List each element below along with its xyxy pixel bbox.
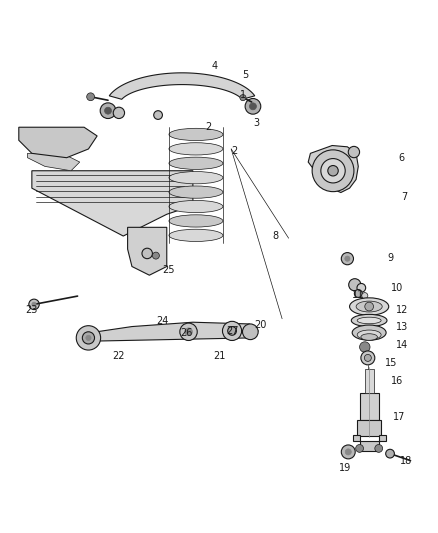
Polygon shape: [360, 393, 379, 419]
Circle shape: [312, 150, 354, 192]
Polygon shape: [357, 419, 381, 436]
Polygon shape: [82, 322, 258, 341]
Polygon shape: [19, 127, 97, 158]
Circle shape: [365, 302, 374, 311]
Ellipse shape: [169, 172, 223, 184]
Text: 2: 2: [231, 146, 237, 156]
Text: 15: 15: [385, 358, 397, 368]
Polygon shape: [365, 369, 374, 393]
Text: 11: 11: [352, 290, 364, 300]
Text: 21: 21: [213, 351, 225, 361]
Polygon shape: [109, 73, 255, 99]
Circle shape: [76, 326, 101, 350]
Ellipse shape: [169, 128, 223, 141]
Circle shape: [245, 99, 261, 114]
Circle shape: [321, 158, 345, 183]
Ellipse shape: [350, 298, 389, 315]
Text: 23: 23: [25, 305, 37, 315]
Text: 25: 25: [162, 265, 175, 275]
Ellipse shape: [169, 157, 223, 169]
Text: 9: 9: [388, 253, 394, 263]
Ellipse shape: [352, 325, 386, 340]
Polygon shape: [28, 154, 80, 171]
Text: 6: 6: [399, 152, 405, 163]
Text: 18: 18: [400, 456, 412, 466]
Circle shape: [349, 279, 361, 291]
Circle shape: [228, 327, 237, 335]
Text: 19: 19: [339, 463, 351, 473]
Circle shape: [243, 324, 258, 340]
Polygon shape: [353, 435, 386, 451]
Circle shape: [356, 445, 364, 453]
Circle shape: [360, 342, 370, 352]
Circle shape: [354, 289, 362, 297]
Ellipse shape: [169, 215, 223, 227]
Text: 4: 4: [212, 61, 218, 71]
Text: 2: 2: [205, 122, 211, 132]
Circle shape: [105, 107, 112, 114]
Circle shape: [386, 449, 394, 458]
Text: 17: 17: [393, 411, 406, 422]
Circle shape: [341, 253, 353, 265]
Circle shape: [345, 256, 350, 261]
Text: 16: 16: [391, 376, 403, 385]
Circle shape: [32, 302, 36, 306]
Circle shape: [87, 93, 95, 101]
Circle shape: [223, 321, 242, 341]
Polygon shape: [308, 146, 358, 192]
Text: 8: 8: [272, 231, 279, 241]
Circle shape: [328, 166, 338, 176]
Text: 5: 5: [242, 70, 248, 80]
Polygon shape: [32, 171, 193, 236]
Ellipse shape: [169, 143, 223, 155]
Text: 13: 13: [396, 322, 408, 333]
Circle shape: [113, 107, 124, 118]
Circle shape: [375, 445, 383, 453]
Text: 24: 24: [156, 316, 169, 326]
Circle shape: [29, 299, 39, 310]
Text: 10: 10: [391, 283, 403, 293]
Ellipse shape: [169, 200, 223, 213]
Ellipse shape: [169, 186, 223, 198]
Circle shape: [348, 147, 360, 158]
Ellipse shape: [351, 314, 387, 327]
Circle shape: [345, 449, 351, 455]
Circle shape: [142, 248, 152, 259]
Circle shape: [341, 445, 355, 459]
Text: 26: 26: [180, 328, 193, 337]
Circle shape: [86, 335, 91, 341]
Text: 12: 12: [396, 305, 408, 315]
Text: 3: 3: [253, 118, 259, 128]
Circle shape: [100, 103, 116, 118]
Text: 22: 22: [113, 351, 125, 361]
Ellipse shape: [357, 330, 381, 340]
Ellipse shape: [357, 317, 381, 324]
Circle shape: [154, 111, 162, 119]
Ellipse shape: [361, 334, 378, 340]
Text: 1: 1: [240, 90, 246, 100]
Circle shape: [250, 103, 256, 110]
Circle shape: [82, 332, 95, 344]
Ellipse shape: [356, 301, 382, 312]
Circle shape: [180, 323, 197, 341]
Circle shape: [185, 328, 192, 336]
Circle shape: [240, 94, 246, 101]
Circle shape: [361, 351, 375, 365]
Circle shape: [364, 354, 371, 361]
Circle shape: [152, 252, 159, 259]
Text: 14: 14: [396, 340, 408, 350]
Text: 7: 7: [401, 192, 407, 202]
Text: 27: 27: [226, 326, 238, 336]
Text: 20: 20: [254, 320, 267, 330]
Ellipse shape: [169, 229, 223, 241]
Circle shape: [357, 284, 366, 292]
Circle shape: [362, 293, 368, 298]
Polygon shape: [127, 228, 167, 275]
